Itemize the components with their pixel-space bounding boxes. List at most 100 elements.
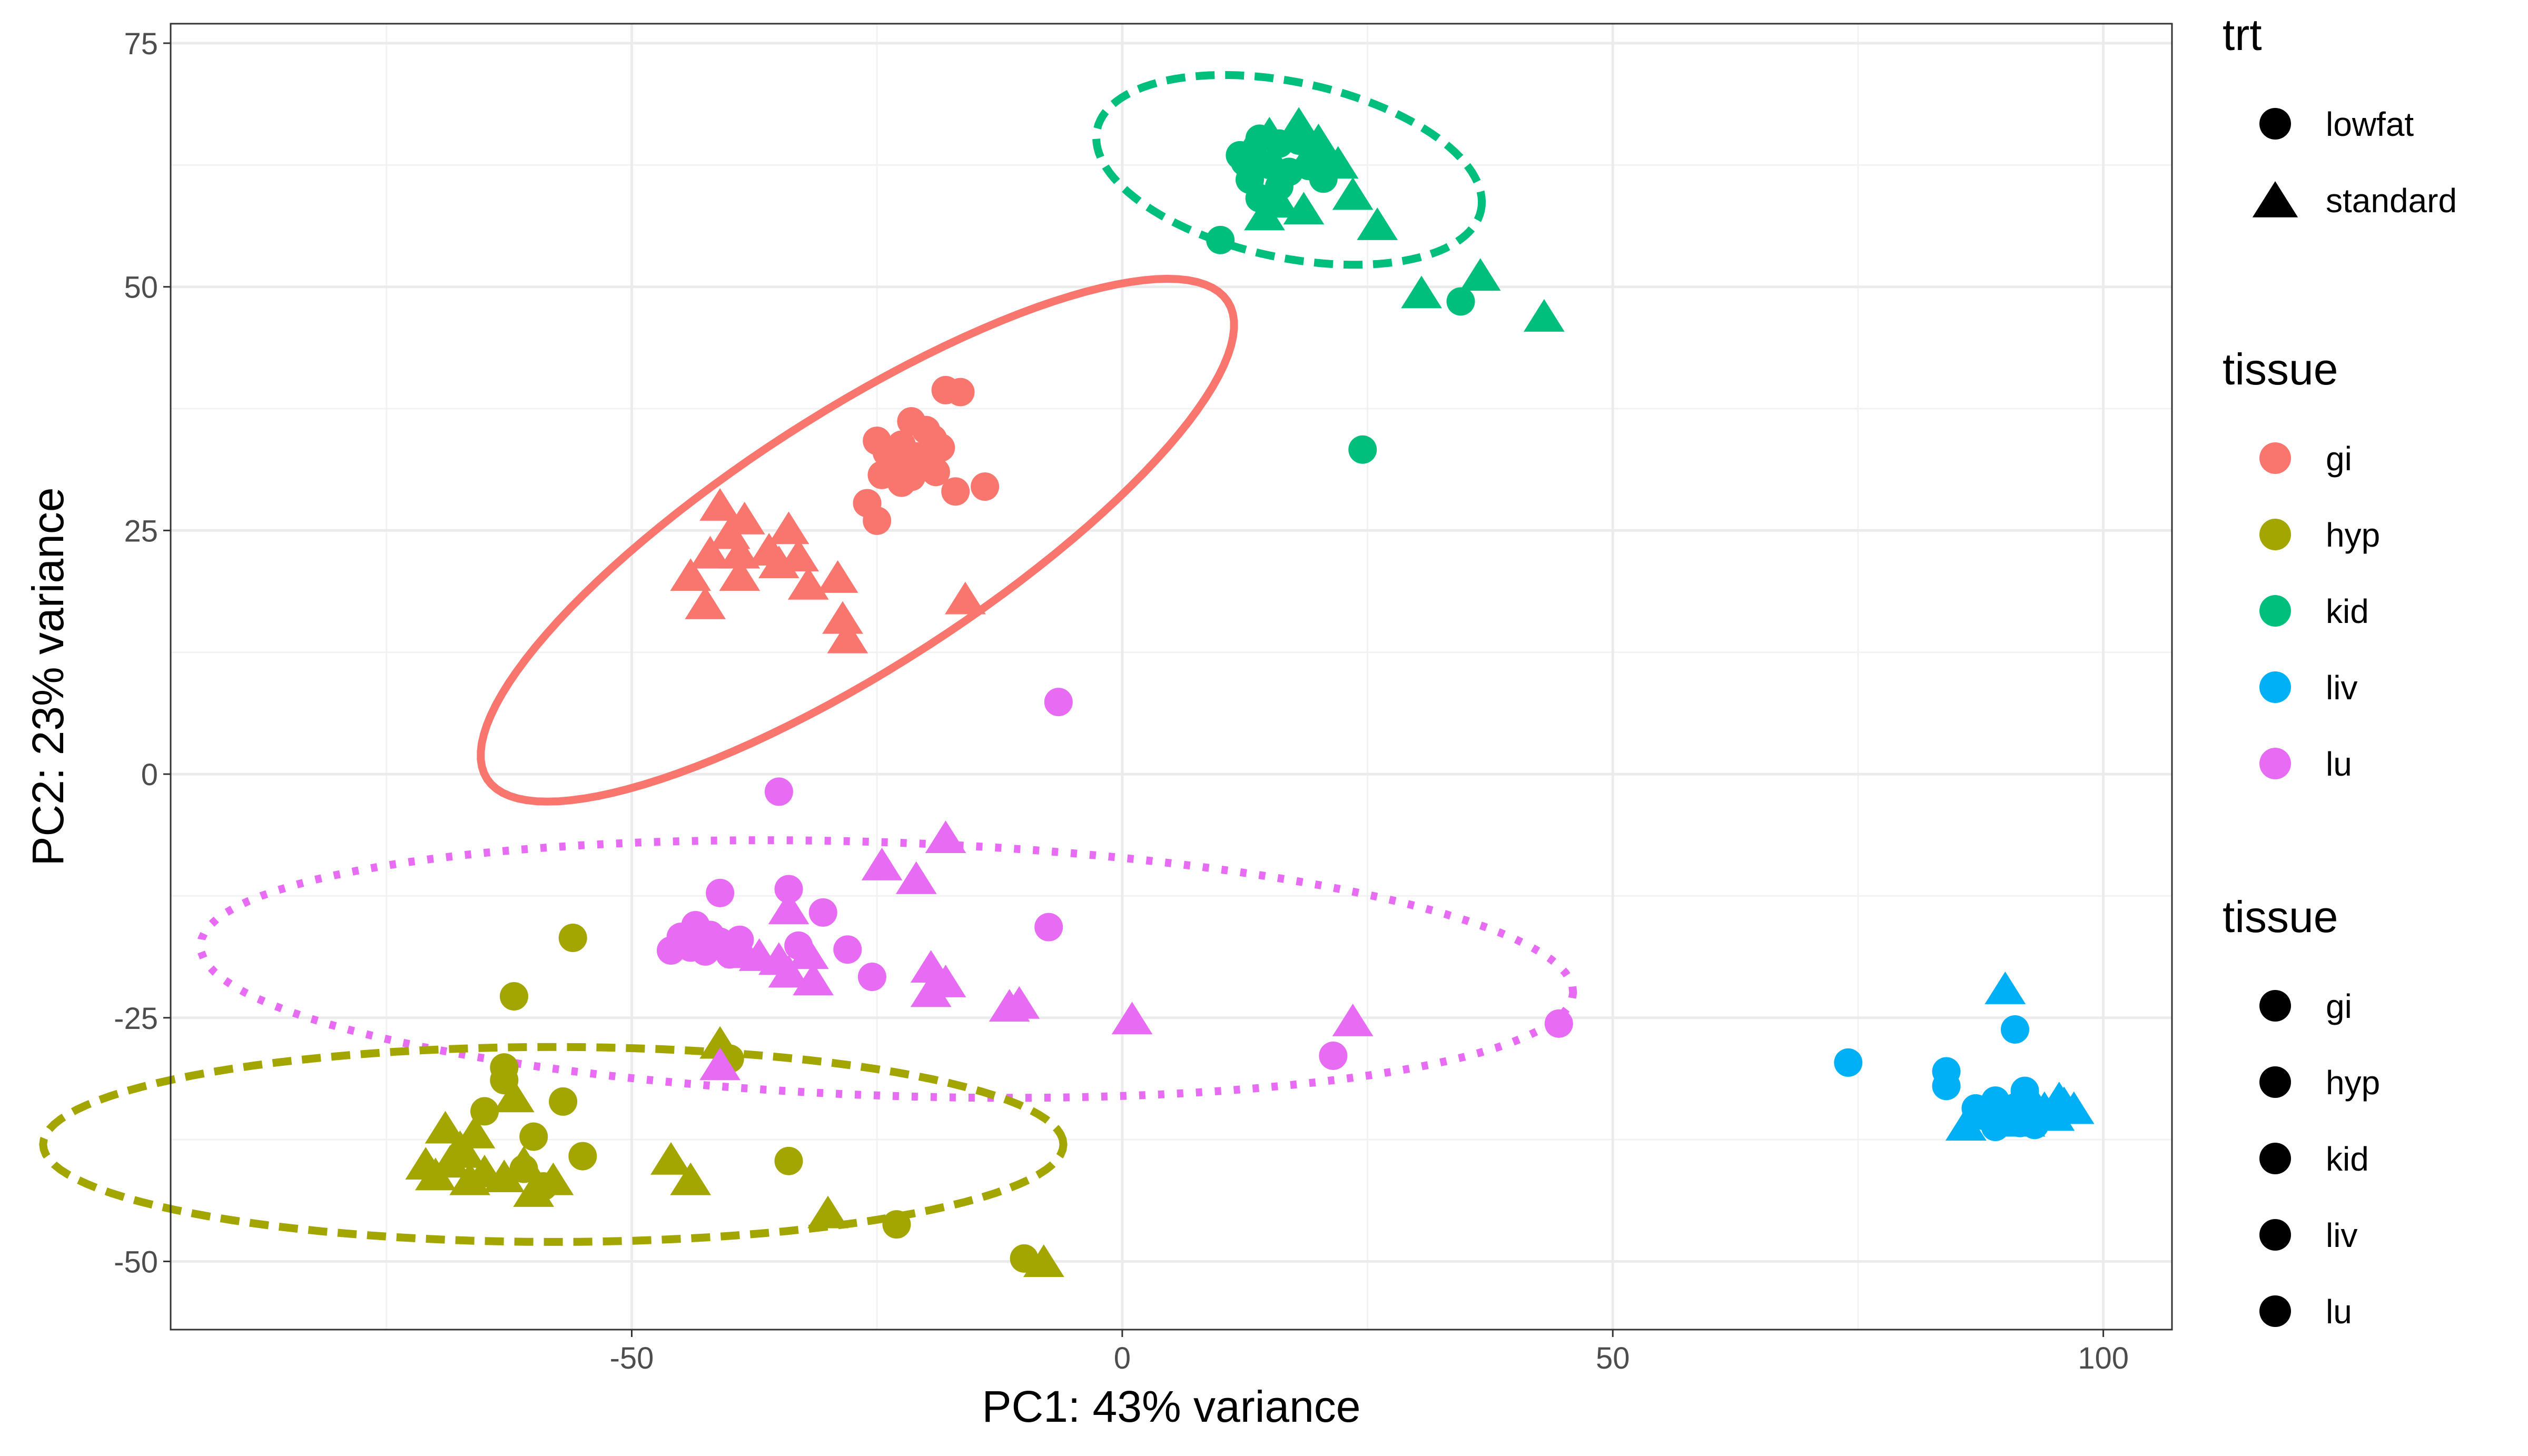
point-liv-standard <box>2038 1082 2080 1114</box>
point-kid-standard <box>1244 197 1285 231</box>
point-hyp-lowfat <box>549 1087 578 1116</box>
legend-title: tissue <box>2223 892 2338 942</box>
point-gi-lowfat <box>926 433 955 462</box>
point-hyp-standard <box>650 1142 692 1175</box>
y-axis-title: PC2: 23% variance <box>23 487 73 866</box>
point-hyp-lowfat <box>519 1122 548 1151</box>
legend-key-circle <box>2259 442 2291 474</box>
legend-key-circle <box>2259 990 2291 1022</box>
point-lu-standard <box>925 820 966 853</box>
legend-key-circle <box>2259 1066 2291 1098</box>
point-liv-standard <box>1945 1108 1987 1141</box>
point-lu-lowfat <box>1044 688 1073 717</box>
point-hyp-standard <box>513 1174 555 1207</box>
legend-key-circle <box>2259 1295 2291 1327</box>
point-lu-standard <box>768 892 809 925</box>
point-kid-standard <box>1523 299 1565 332</box>
point-lu-lowfat <box>808 898 837 927</box>
x-tick-label: 100 <box>2078 1341 2129 1375</box>
point-liv-lowfat <box>1834 1048 1863 1077</box>
legend-label-gi: gi <box>2326 440 2352 478</box>
point-kid-standard <box>1459 258 1501 291</box>
point-gi-standard <box>768 511 809 544</box>
point-kid-standard <box>1332 177 1374 210</box>
point-gi-standard <box>822 601 863 634</box>
legend-label-hyp: hyp <box>2326 516 2380 554</box>
point-hyp-standard <box>670 1162 712 1195</box>
point-lu-standard <box>895 861 937 894</box>
point-gi-standard <box>778 539 819 572</box>
point-liv-standard <box>2033 1098 2075 1131</box>
y-tick-label: 50 <box>124 271 158 305</box>
legend-title: trt <box>2223 10 2262 60</box>
y-tick-label: 0 <box>141 758 158 792</box>
x-tick-label: -50 <box>610 1341 654 1375</box>
point-gi-lowfat <box>877 440 906 469</box>
point-gi-standard <box>685 586 726 619</box>
point-gi-lowfat <box>946 378 975 407</box>
legend-label-gi: gi <box>2326 987 2352 1025</box>
point-hyp-standard <box>699 1026 741 1059</box>
point-hyp-lowfat <box>568 1142 597 1171</box>
legend-label-kid: kid <box>2326 1140 2369 1178</box>
point-lu-lowfat <box>1544 1009 1573 1038</box>
point-gi-standard <box>670 558 712 591</box>
legend-group-3: tissue gi hyp kid liv lu <box>2223 892 2380 1331</box>
legend-title: tissue <box>2223 344 2338 394</box>
point-kid-lowfat <box>1446 287 1475 316</box>
point-lu-standard <box>699 1047 741 1081</box>
y-tick-label: 25 <box>124 514 158 548</box>
point-liv-standard <box>1984 971 2026 1004</box>
point-liv-standard <box>2004 1104 2046 1137</box>
legend-label-kid: kid <box>2326 592 2369 630</box>
y-tick-label: 75 <box>124 27 158 61</box>
x-tick-label: 0 <box>1114 1341 1131 1375</box>
point-gi-standard <box>827 620 868 653</box>
minor-gridlines <box>171 24 2172 1330</box>
point-kid-lowfat <box>1206 225 1235 254</box>
point-gi-standard <box>817 560 858 593</box>
legend-group-2: tissue gi hyp kid liv lu <box>2223 344 2380 783</box>
point-gi-lowfat <box>921 458 950 487</box>
legend-label-liv: liv <box>2326 669 2357 707</box>
legend-key-circle <box>2259 1219 2291 1251</box>
x-axis-title: PC1: 43% variance <box>982 1382 1360 1431</box>
major-gridlines <box>171 24 2172 1330</box>
legend-key-circle <box>2259 1143 2291 1174</box>
point-lu-lowfat <box>691 937 720 966</box>
point-lu-standard <box>768 955 809 988</box>
point-hyp-lowfat <box>470 1097 499 1126</box>
point-layer <box>405 107 2095 1277</box>
legend-key-triangle <box>2252 181 2298 217</box>
point-lu-lowfat <box>833 935 862 964</box>
point-lu-lowfat <box>706 878 735 907</box>
y-tick-label: -25 <box>114 1002 158 1036</box>
point-gi-lowfat <box>971 472 1000 501</box>
plot-panel-border <box>170 23 2173 1331</box>
x-axis: -50 0 50 100 <box>610 1330 2129 1375</box>
y-axis: -50 -25 0 25 50 75 <box>114 27 171 1279</box>
point-hyp-standard <box>532 1162 574 1195</box>
legend-key-circle <box>2259 671 2291 703</box>
legend-key-circle <box>2259 595 2291 627</box>
point-hyp-lowfat <box>774 1146 803 1175</box>
point-lu-standard <box>999 986 1040 1019</box>
point-lu-lowfat <box>1034 913 1063 942</box>
point-lu-lowfat <box>774 875 803 904</box>
legend-group-1: trt lowfat standard <box>2223 10 2457 220</box>
ellipse-gi <box>477 274 1238 806</box>
legend-label-standard: standard <box>2326 182 2457 220</box>
point-lu-standard <box>787 936 829 969</box>
legend-label-lu: lu <box>2326 1293 2352 1331</box>
point-gi-lowfat <box>863 506 892 535</box>
point-gi-standard <box>699 488 741 521</box>
point-hyp-standard <box>415 1157 456 1191</box>
legend-label-hyp: hyp <box>2326 1064 2380 1102</box>
point-kid-standard <box>1229 131 1270 164</box>
point-lu-lowfat <box>857 963 886 992</box>
point-hyp-standard <box>807 1195 848 1229</box>
legend-key-circle <box>2259 748 2291 779</box>
